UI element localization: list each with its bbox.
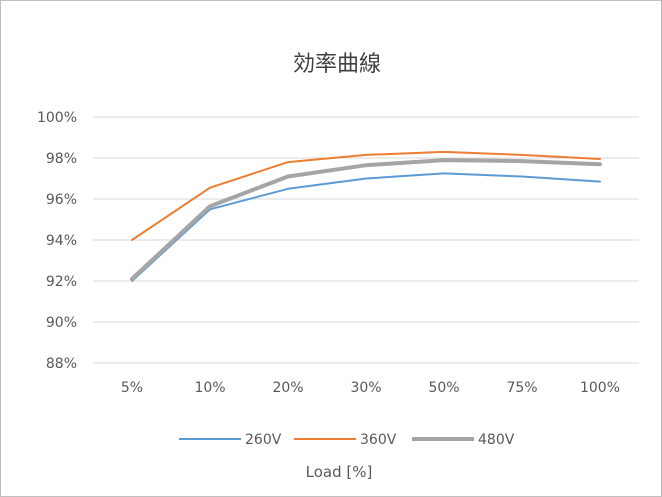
y-tick-label: 98% [46, 151, 77, 167]
y-tick-label: 92% [46, 274, 77, 290]
x-axis-ticks: 5% 10% 20% 30% 50% 75% 100% [121, 380, 620, 396]
y-tick-label: 90% [46, 315, 77, 331]
series-line-360V [131, 150, 601, 241]
x-tick-label: 50% [428, 380, 459, 396]
y-axis-ticks: 88% 90% 92% 94% 96% 98% 100% [37, 110, 77, 372]
x-axis-label: Load [%] [306, 463, 373, 481]
legend-label-360V: 360V [360, 432, 397, 448]
series-lines [130, 150, 602, 282]
gridlines [93, 116, 639, 364]
y-tick-label: 96% [46, 192, 77, 208]
x-tick-label: 20% [272, 380, 303, 396]
series-line-480V [130, 158, 602, 281]
y-tick-label: 88% [46, 356, 77, 372]
x-tick-label: 10% [194, 380, 225, 396]
x-tick-label: 30% [350, 380, 381, 396]
legend-label-480V: 480V [478, 432, 515, 448]
y-tick-label: 100% [37, 110, 77, 126]
x-tick-label: 5% [121, 380, 143, 396]
y-tick-label: 94% [46, 233, 77, 249]
chart-title: 効率曲線 [293, 52, 381, 77]
legend-label-260V: 260V [245, 432, 282, 448]
legend: 260V 360V 480V [179, 432, 515, 448]
series-line-260V [131, 172, 601, 282]
x-tick-label: 75% [506, 380, 537, 396]
x-tick-label: 100% [580, 380, 620, 396]
